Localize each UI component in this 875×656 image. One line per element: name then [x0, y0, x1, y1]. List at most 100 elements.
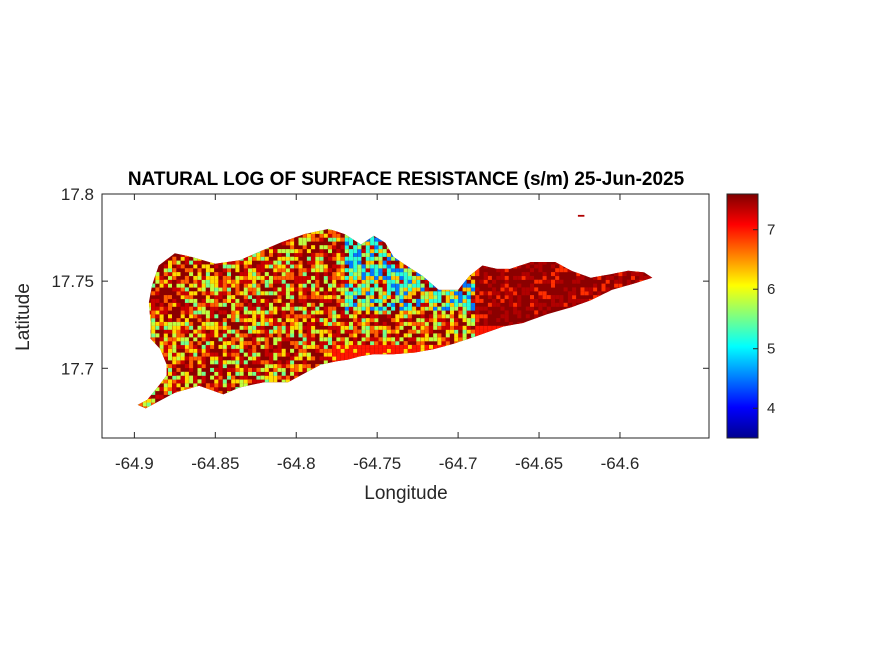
field-cell [285, 241, 290, 246]
field-cell [403, 306, 408, 311]
field-cell [239, 325, 244, 330]
field-cell [332, 341, 337, 346]
field-cell [281, 268, 286, 273]
field-cell [239, 279, 244, 284]
field-cell [399, 283, 404, 288]
field-cell [462, 295, 467, 300]
field-cell [298, 344, 303, 349]
field-cell [252, 306, 257, 311]
field-cell [323, 341, 328, 346]
field-cell [285, 283, 290, 288]
field-cell [525, 264, 530, 269]
field-cell [340, 356, 345, 361]
field-cell [269, 318, 273, 323]
field-cell [184, 375, 189, 380]
field-cell [176, 318, 181, 323]
field-cell [151, 321, 156, 326]
field-cell [184, 325, 189, 330]
field-cell [323, 252, 328, 257]
field-cell [386, 344, 391, 349]
field-cell [248, 272, 252, 277]
field-cell [344, 295, 349, 300]
field-cell [201, 333, 206, 338]
field-cell [201, 306, 206, 311]
field-cell [239, 260, 244, 265]
field-cell [222, 318, 227, 323]
field-cell [142, 406, 147, 409]
field-cell [508, 321, 513, 326]
field-cell [201, 302, 206, 307]
field-cell [273, 367, 278, 372]
field-cell [306, 295, 311, 300]
field-cell [159, 310, 164, 315]
field-cell [151, 325, 156, 330]
field-cell [412, 279, 417, 284]
field-cell [210, 287, 215, 292]
field-cell [441, 306, 446, 311]
field-cell [349, 264, 353, 269]
field-cell [168, 318, 172, 323]
field-cell [319, 252, 324, 257]
field-cell [424, 337, 429, 342]
field-cell [218, 291, 223, 296]
field-cell [344, 249, 349, 254]
field-cell [479, 298, 484, 303]
field-cell [315, 291, 320, 296]
field-cell [227, 295, 231, 300]
field-cell [193, 298, 198, 303]
field-cell [248, 256, 252, 261]
field-cell [361, 291, 366, 296]
y-tick-label: 17.75 [51, 272, 94, 291]
field-cell [277, 333, 282, 338]
x-tick-label: -64.65 [515, 454, 563, 473]
field-cell [201, 379, 206, 384]
field-cell [403, 333, 408, 338]
field-cell [530, 295, 534, 300]
field-cell [264, 337, 269, 342]
field-cell [433, 325, 438, 330]
field-cell [172, 344, 177, 349]
field-cell [168, 279, 172, 284]
field-cell [445, 333, 450, 338]
field-cell [315, 364, 320, 369]
field-cell [382, 306, 387, 311]
field-cell [277, 344, 282, 349]
field-cell [315, 348, 320, 353]
field-cell [332, 321, 337, 326]
field-cell [285, 302, 290, 307]
field-cell [222, 268, 227, 273]
field-cell [298, 283, 303, 288]
field-cell [189, 306, 194, 311]
field-cell [256, 321, 261, 326]
field-cell [424, 325, 429, 330]
field-cell [395, 344, 400, 349]
field-cell [201, 279, 206, 284]
field-cell [416, 325, 421, 330]
field-cell [306, 356, 311, 361]
field-cell [420, 275, 425, 280]
field-cell [269, 360, 273, 365]
field-cell [328, 325, 332, 330]
field-cell [391, 298, 396, 303]
field-cell [353, 295, 358, 300]
field-cell [298, 321, 303, 326]
field-cell [399, 295, 404, 300]
field-cell [344, 298, 349, 303]
field-cell [424, 302, 429, 307]
field-cell [424, 291, 429, 296]
field-cell [471, 272, 476, 277]
field-cell [218, 379, 223, 384]
field-cell [193, 302, 198, 307]
field-cell [281, 260, 286, 265]
field-cell [479, 306, 484, 311]
field-cell [311, 233, 316, 238]
field-cell [214, 291, 219, 296]
field-cell [302, 325, 307, 330]
field-cell [273, 318, 278, 323]
field-cell [462, 333, 467, 338]
field-cell [222, 341, 227, 346]
field-cell [332, 252, 337, 257]
field-cell [290, 356, 295, 361]
field-cell [458, 337, 463, 342]
field-cell [281, 379, 286, 384]
